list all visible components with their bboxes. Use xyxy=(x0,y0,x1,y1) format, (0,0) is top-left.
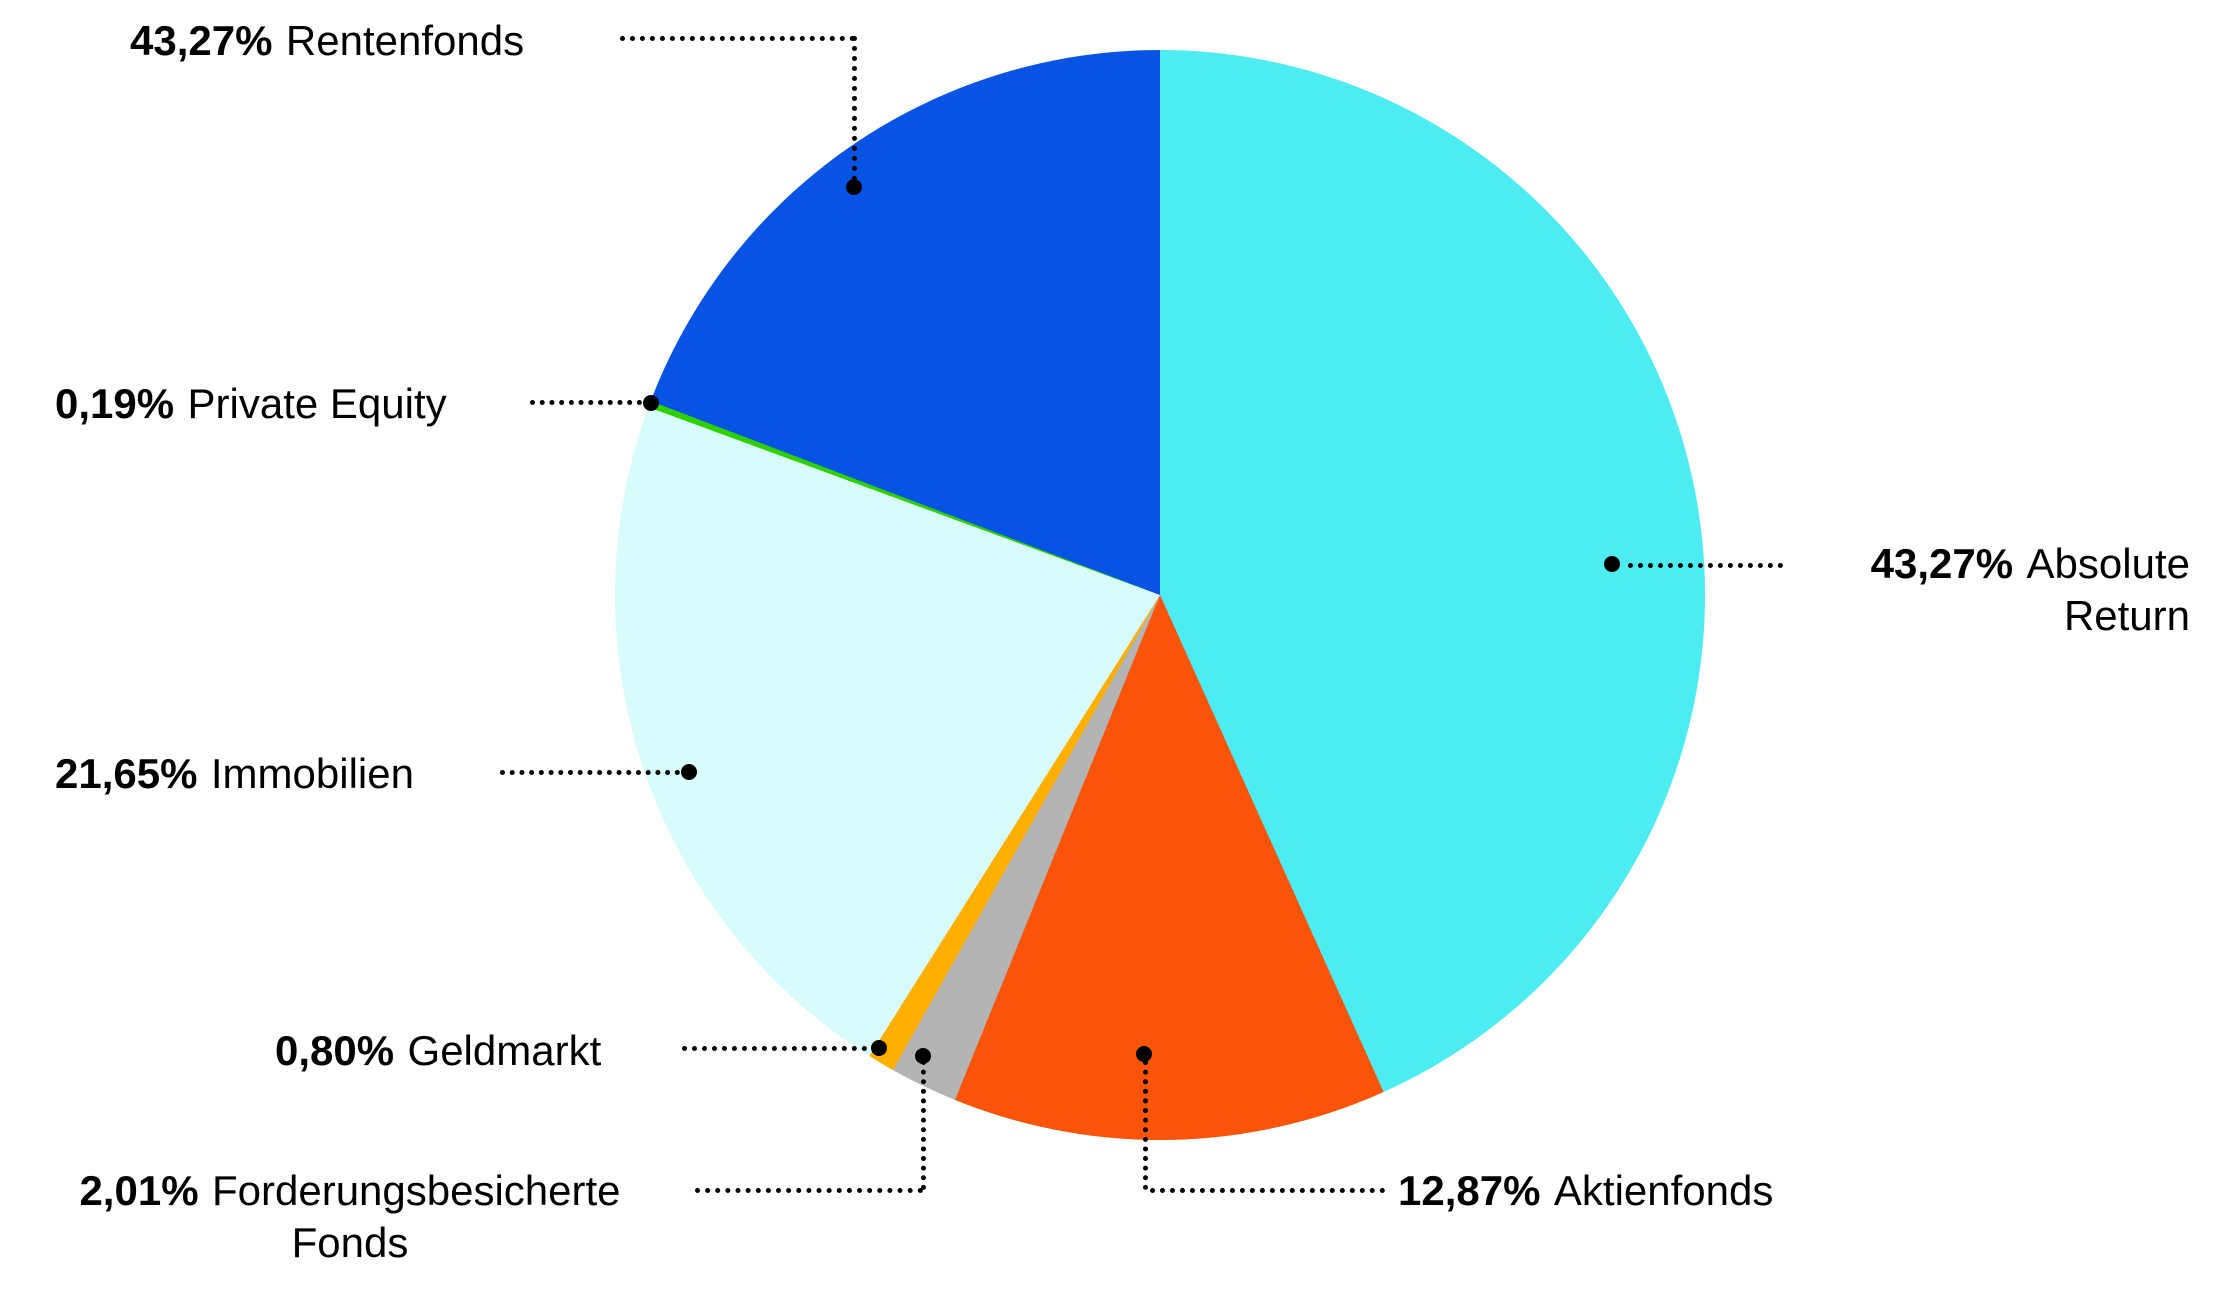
marker-rentenfonds xyxy=(846,179,862,195)
leader-immobilien-h xyxy=(500,770,680,775)
private-equity-percent: 0,19% xyxy=(55,380,175,427)
geldmarkt-percent: 0,80% xyxy=(275,1027,395,1074)
forderungsbesicherte-fonds-percent: 2,01% xyxy=(79,1167,199,1214)
callout-geldmarkt: 0,80% Geldmarkt xyxy=(275,1025,601,1077)
marker-absolute-return xyxy=(1604,556,1620,572)
callout-immobilien: 21,65% Immobilien xyxy=(55,748,414,800)
callout-private-equity: 0,19% Private Equity xyxy=(55,378,447,430)
leader-rentenfonds-h xyxy=(620,36,855,41)
callout-forderungsbesicherte-fonds: 2,01% Forderungsbesicherte Fonds xyxy=(30,1165,670,1269)
aktienfonds-percent: 12,87% xyxy=(1398,1167,1541,1214)
geldmarkt-label: Geldmarkt xyxy=(407,1027,602,1074)
private-equity-label: Private Equity xyxy=(187,380,447,427)
leader-aktienfonds-h xyxy=(1150,1188,1385,1193)
marker-aktienfonds xyxy=(1136,1046,1152,1062)
marker-forderungsbesicherte xyxy=(915,1048,931,1064)
immobilien-percent: 21,65% xyxy=(55,750,198,797)
forderungsbesicherte-fonds-label: Forderungsbesicherte Fonds xyxy=(211,1167,621,1266)
leader-private-equity-h xyxy=(530,400,642,405)
pie-chart xyxy=(615,50,1705,1140)
leader-forderungsbesicherte-v xyxy=(921,1060,926,1190)
marker-geldmarkt xyxy=(871,1040,887,1056)
leader-forderungsbesicherte-h xyxy=(695,1188,923,1193)
absolute-return-percent: 43,27% xyxy=(1870,540,2014,587)
leader-geldmarkt-h xyxy=(682,1046,867,1051)
immobilien-label: Immobilien xyxy=(210,750,414,797)
leader-rentenfonds-v xyxy=(852,36,857,181)
marker-private-equity xyxy=(643,395,659,411)
absolute-return-label: Absolute Return xyxy=(2026,540,2190,639)
callout-absolute-return: 43,27% Absolute Return xyxy=(1790,538,2190,642)
rentenfonds-percent: 43,27% xyxy=(130,17,273,64)
callout-rentenfonds: 43,27% Rentenfonds xyxy=(130,15,524,67)
aktienfonds-label: Aktienfonds xyxy=(1553,1167,1774,1214)
marker-immobilien xyxy=(681,764,697,780)
leader-aktienfonds-v xyxy=(1143,1060,1148,1190)
callout-aktienfonds: 12,87% Aktienfonds xyxy=(1398,1165,1773,1217)
leader-absolute-return-h xyxy=(1628,563,1783,568)
rentenfonds-label: Rentenfonds xyxy=(285,17,525,64)
